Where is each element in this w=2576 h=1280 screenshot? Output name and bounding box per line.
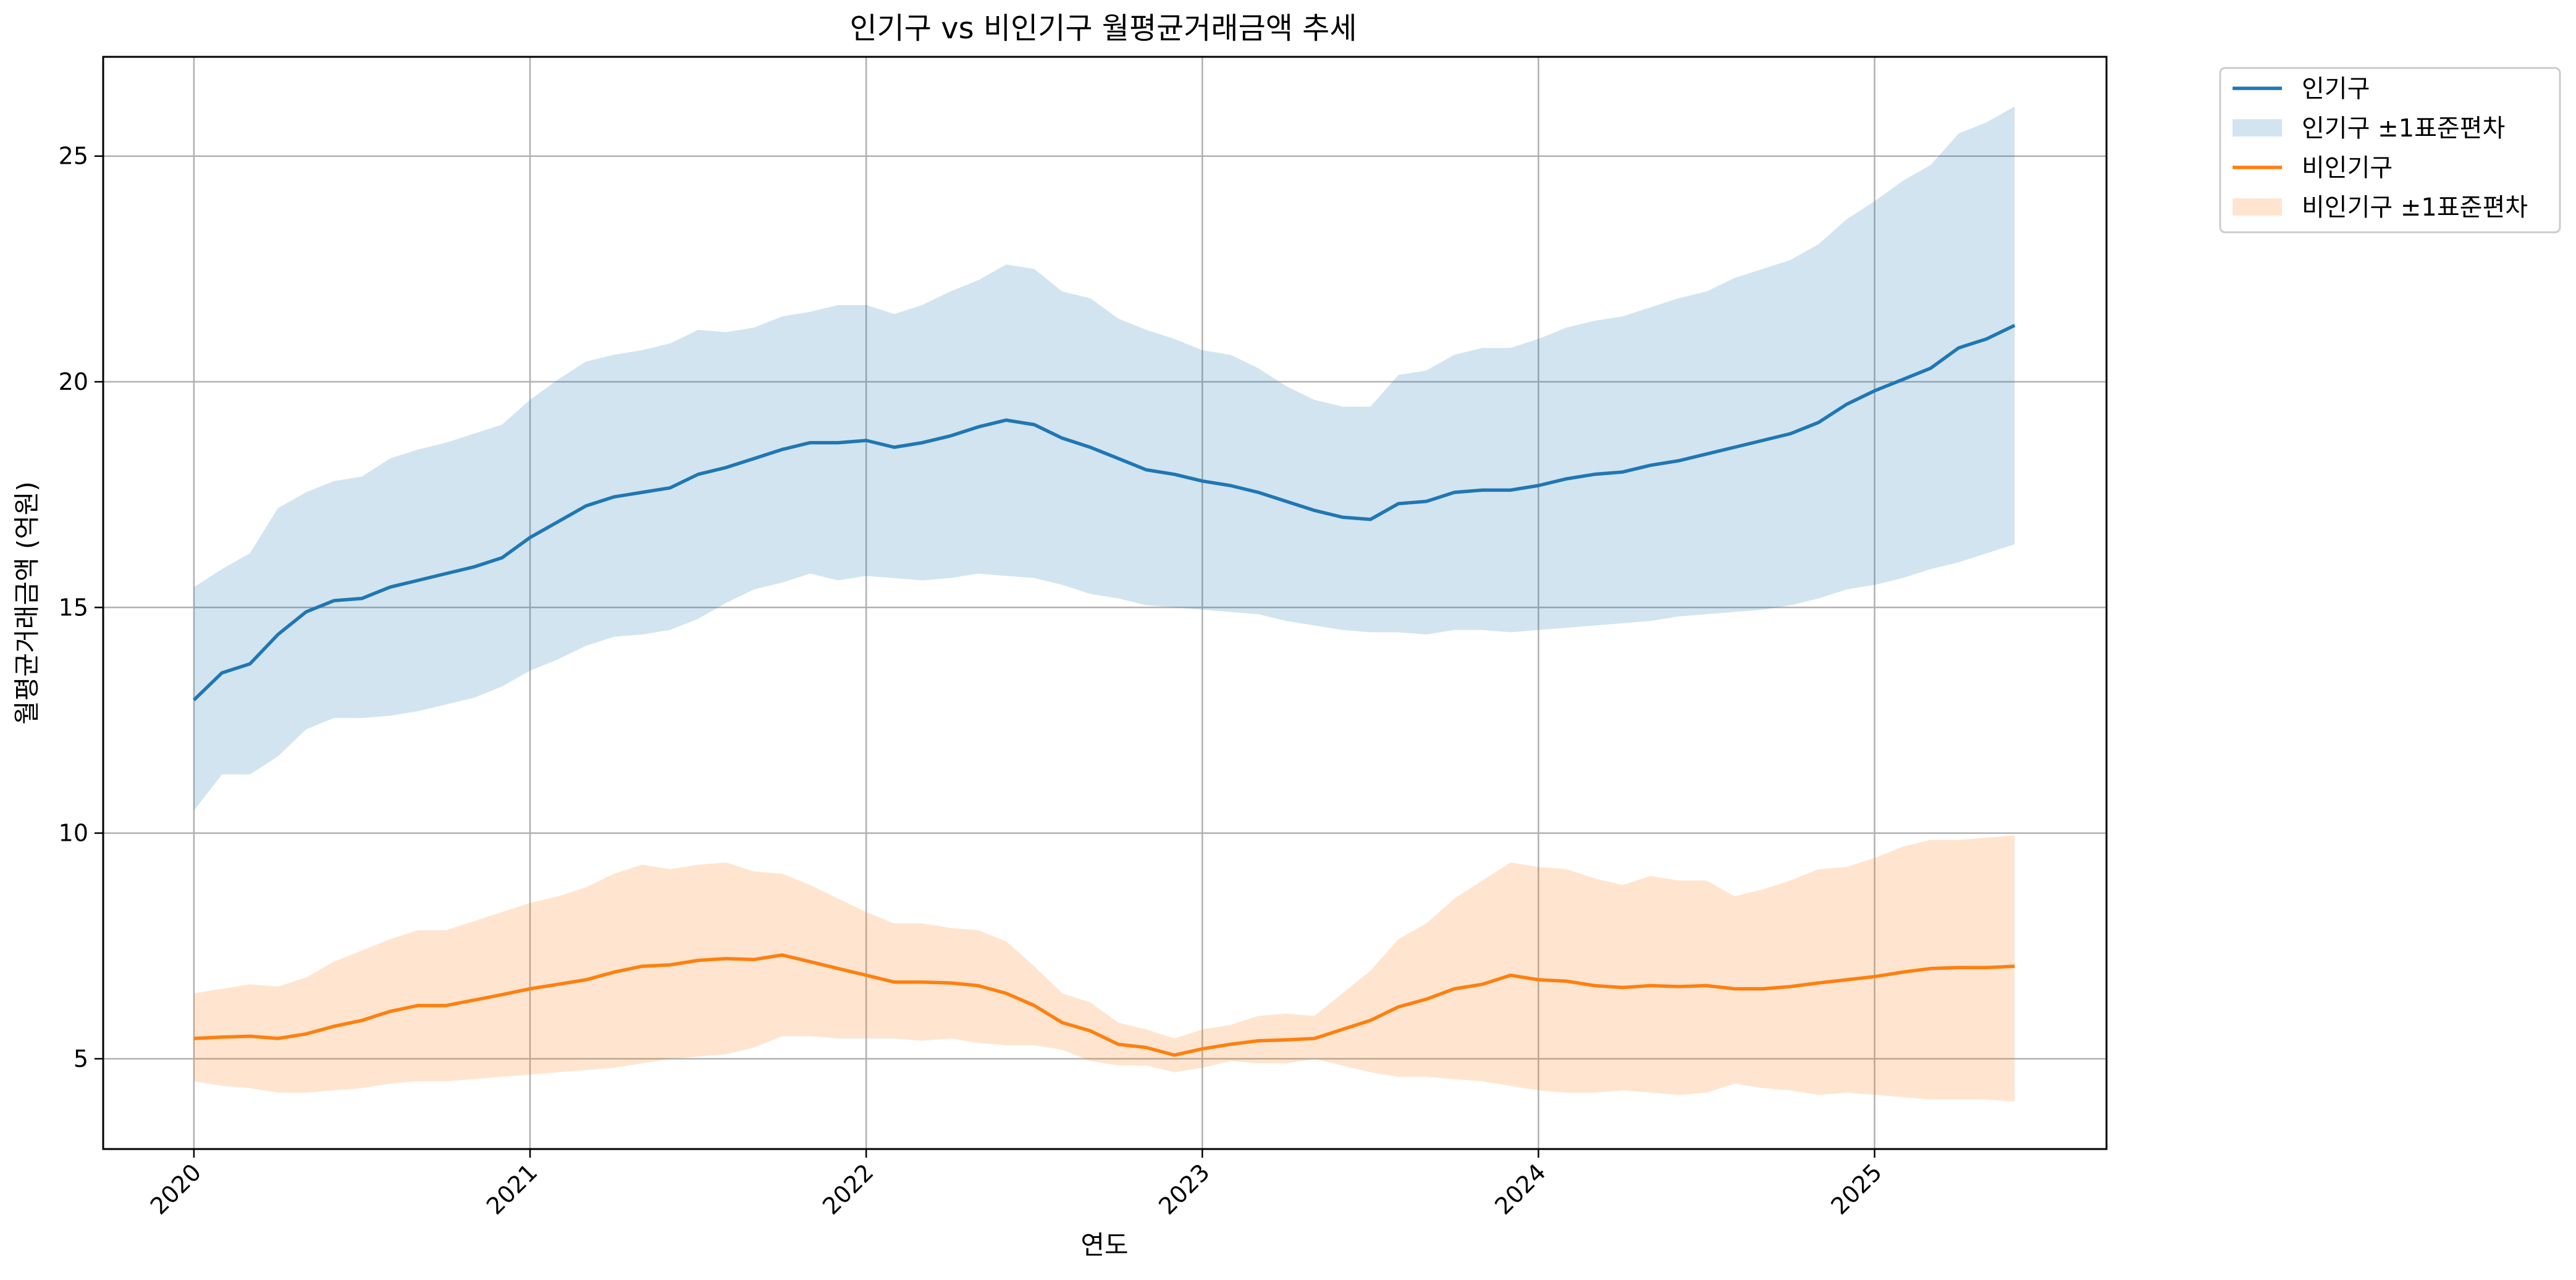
y-tick-label: 25 <box>59 143 88 170</box>
series-lines <box>192 324 2016 1057</box>
legend-label: 비인기구 ±1표준편차 <box>2302 193 2528 222</box>
series-line-2 <box>193 953 2015 1057</box>
x-tick-label: 2020 <box>145 1158 207 1220</box>
y-axis: 5 10 15 20 25 <box>59 143 103 1072</box>
plot-frame <box>102 56 2108 1150</box>
plot-area <box>102 56 2108 1150</box>
chart-title: 인기구 vs 비인기구 월평균거래금액 추세 <box>849 11 1357 46</box>
plot-background <box>103 57 2107 1149</box>
y-tick-label: 15 <box>59 594 88 621</box>
x-axis: 2020 2021 2022 2023 2024 2025 <box>145 1149 1887 1220</box>
legend-label: 비인기구 <box>2302 154 2393 182</box>
legend-frame <box>2219 67 2561 234</box>
y-tick-label: 20 <box>59 368 88 395</box>
y-tick-label: 5 <box>74 1045 88 1072</box>
std-band-1 <box>193 106 2015 811</box>
grid-lines <box>103 57 2107 1149</box>
legend-band-swatch <box>2233 119 2282 137</box>
std-band-2 <box>193 835 2015 1102</box>
x-axis-title: 연도 <box>1080 1230 1128 1260</box>
legend-band-swatch <box>2233 198 2282 216</box>
std-bands <box>193 106 2015 1102</box>
x-tick-label: 2022 <box>817 1158 879 1220</box>
x-tick-label: 2024 <box>1489 1158 1551 1220</box>
legend-label: 인기구 <box>2302 75 2370 103</box>
series-line-1 <box>192 324 2016 702</box>
y-axis-title: 월평균거래금액 (억원) <box>12 481 42 725</box>
x-tick-label: 2023 <box>1153 1158 1215 1220</box>
legend-label: 인기구 ±1표준편차 <box>2302 114 2505 143</box>
x-tick-label: 2021 <box>481 1158 543 1220</box>
x-tick-label: 2025 <box>1825 1158 1887 1220</box>
y-tick-label: 10 <box>59 820 88 847</box>
